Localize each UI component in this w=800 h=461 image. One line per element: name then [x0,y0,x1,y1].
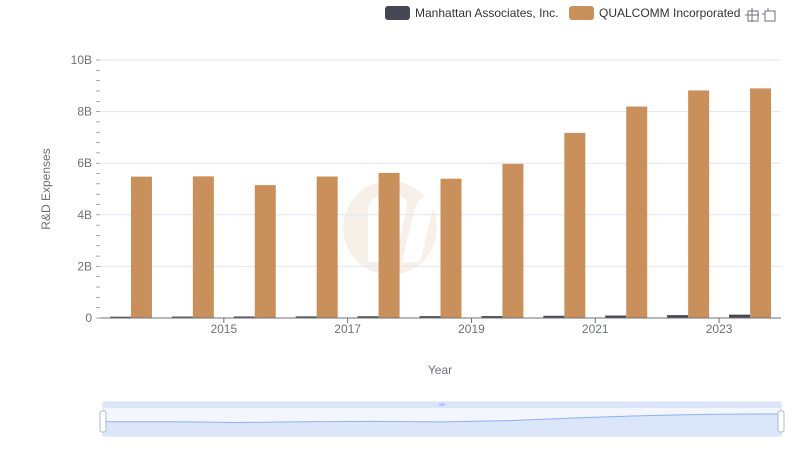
y-axis-label: R&D Expenses [39,148,53,229]
zoom-handle-right[interactable] [777,410,785,433]
legend-swatch-manhattan [385,6,410,20]
bar-manhattan-2021[interactable] [543,315,565,318]
bar-qualcomm-2023[interactable] [688,90,710,318]
legend-label-manhattan: Manhattan Associates, Inc. [415,6,558,20]
x-tick-label: 2021 [582,322,609,336]
x-axis-ticks: 2015 2017 2019 2021 2023 [210,318,733,336]
bar-qualcomm-2014[interactable] [130,176,152,318]
data-zoom-icon[interactable] [745,8,759,22]
bar-qualcomm-2022[interactable] [626,106,648,318]
bar-qualcomm-2024[interactable] [750,88,772,318]
bar-qualcomm-2017[interactable] [316,176,338,318]
bar-manhattan-2023[interactable] [667,315,689,318]
y-tick-label: 10B [71,53,92,67]
bar-qualcomm-2016[interactable] [254,185,276,318]
y-tick-label: 4B [77,208,92,222]
zoom-reset-icon[interactable] [762,8,776,22]
legend: Manhattan Associates, Inc. QUALCOMM Inco… [385,6,740,20]
y-tick-label: 0 [85,311,92,325]
zoom-drag-grip[interactable] [439,403,445,406]
zoom-preview-area [103,414,781,436]
bar-manhattan-2016[interactable] [233,316,255,318]
legend-item-qualcomm[interactable]: QUALCOMM Incorporated [569,6,740,20]
bar-qualcomm-2015[interactable] [192,176,214,318]
y-tick-label: 6B [77,156,92,170]
zoom-handle-left[interactable] [99,410,107,433]
legend-swatch-qualcomm [569,6,594,20]
x-tick-label: 2015 [210,322,237,336]
legend-label-qualcomm: QUALCOMM Incorporated [599,6,740,20]
x-tick-label: 2023 [706,322,733,336]
bar-qualcomm-2019[interactable] [440,178,462,318]
legend-item-manhattan[interactable]: Manhattan Associates, Inc. [385,6,558,20]
bar-manhattan-2022[interactable] [605,315,627,318]
bar-manhattan-2014[interactable] [109,316,131,318]
bar-manhattan-2024[interactable] [729,314,751,318]
bar-manhattan-2020[interactable] [481,316,503,318]
y-tick-label: 8B [77,105,92,119]
bar-manhattan-2019[interactable] [419,316,441,318]
y-axis-ticks: 0 2B 4B 6B 8B 10B [71,53,100,325]
data-zoom-slider[interactable] [99,401,785,437]
bar-qualcomm-2021[interactable] [564,132,586,318]
bars-group [109,88,772,318]
bar-manhattan-2017[interactable] [295,316,317,318]
y-tick-label: 2B [77,259,92,273]
bar-manhattan-2015[interactable] [171,316,193,318]
bar-manhattan-2018[interactable] [357,316,379,318]
x-tick-label: 2019 [458,322,485,336]
bar-qualcomm-2018[interactable] [378,172,400,318]
x-tick-label: 2017 [334,322,361,336]
bar-qualcomm-2020[interactable] [502,163,524,318]
x-axis-label: Year [428,363,452,377]
zoom-preview-line [102,413,782,424]
